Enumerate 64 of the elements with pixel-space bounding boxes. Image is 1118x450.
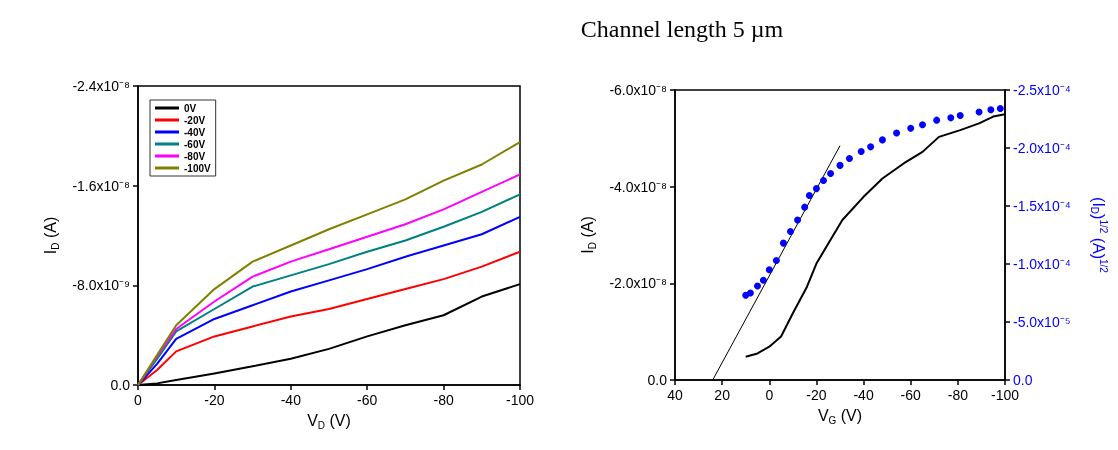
- x-tick-label: -100: [990, 387, 1020, 403]
- legend-label: -20V: [184, 114, 206, 126]
- point: [759, 276, 767, 284]
- point: [907, 124, 915, 132]
- point: [779, 239, 787, 247]
- y-tick-label: -6.0x10⁻⁸: [609, 82, 668, 98]
- point: [933, 116, 941, 124]
- x-tick-label: -100: [505, 392, 535, 408]
- x-tick-label: -40: [280, 392, 302, 408]
- point: [772, 257, 780, 265]
- point: [820, 176, 827, 184]
- point: [805, 192, 813, 200]
- point: [827, 170, 835, 178]
- x-tick-label: -80: [947, 387, 969, 403]
- point: [867, 143, 875, 151]
- x-tick-label: -60: [357, 392, 378, 408]
- point: [794, 216, 802, 224]
- y-tick-label: -2.0x10⁻⁸: [609, 275, 668, 292]
- y-tick-label: -2.4x10⁻⁸: [72, 78, 131, 94]
- point: [893, 129, 901, 137]
- point: [996, 105, 1004, 113]
- legend-label: -80V: [184, 150, 206, 162]
- y2-tick-label: -2.5x10⁻⁴: [1013, 82, 1071, 98]
- legend-label: 0V: [184, 102, 197, 114]
- legend-label: -100V: [184, 162, 212, 174]
- point: [947, 114, 955, 122]
- y-axis-title: ID (A): [579, 216, 598, 254]
- x-tick-label: -20: [204, 392, 225, 408]
- point: [787, 228, 794, 236]
- point: [878, 136, 886, 144]
- chart-title: Channel length 5 µm: [580, 16, 784, 42]
- y2-tick-label: -1.5x10⁻⁴: [1013, 198, 1071, 214]
- x-tick-label: 20: [714, 387, 731, 403]
- point: [857, 147, 865, 155]
- point: [919, 121, 926, 129]
- x-tick-label: 0: [765, 387, 774, 403]
- y-tick-label: -4.0x10⁻⁸: [609, 178, 668, 195]
- point: [801, 203, 809, 211]
- y2-axis-title: (ID)1/2 (A)1/2: [1088, 197, 1109, 274]
- x-tick-label: -20: [806, 387, 827, 403]
- y2-tick-label: 0.0: [1013, 372, 1033, 388]
- x-tick-label: 0: [134, 392, 143, 408]
- point: [812, 185, 820, 193]
- point: [845, 154, 853, 162]
- point: [987, 106, 995, 114]
- point: [754, 282, 761, 290]
- y2-tick-label: -5.0x10⁻⁵: [1013, 314, 1071, 330]
- x-tick-label: -80: [433, 392, 454, 408]
- x-tick-label: -40: [853, 387, 874, 403]
- x-tick-label: -60: [900, 387, 922, 403]
- y-tick-label: 0.0: [110, 377, 131, 393]
- point: [836, 161, 844, 169]
- point: [765, 266, 773, 274]
- y2-tick-label: -1.0x10⁻⁴: [1013, 256, 1071, 272]
- y-axis-title: ID (A): [42, 216, 61, 255]
- y2-tick-label: -2.0x10⁻⁴: [1013, 140, 1071, 156]
- y-tick-label: 0.0: [647, 372, 668, 388]
- legend-label: -40V: [184, 126, 206, 138]
- y-tick-label: -1.6x10⁻⁸: [72, 177, 131, 194]
- x-tick-label: 40: [667, 387, 683, 403]
- point: [956, 112, 964, 120]
- point: [746, 289, 754, 297]
- y-tick-label: -8.0x10⁻⁹: [72, 277, 130, 294]
- legend-label: -60V: [184, 138, 206, 150]
